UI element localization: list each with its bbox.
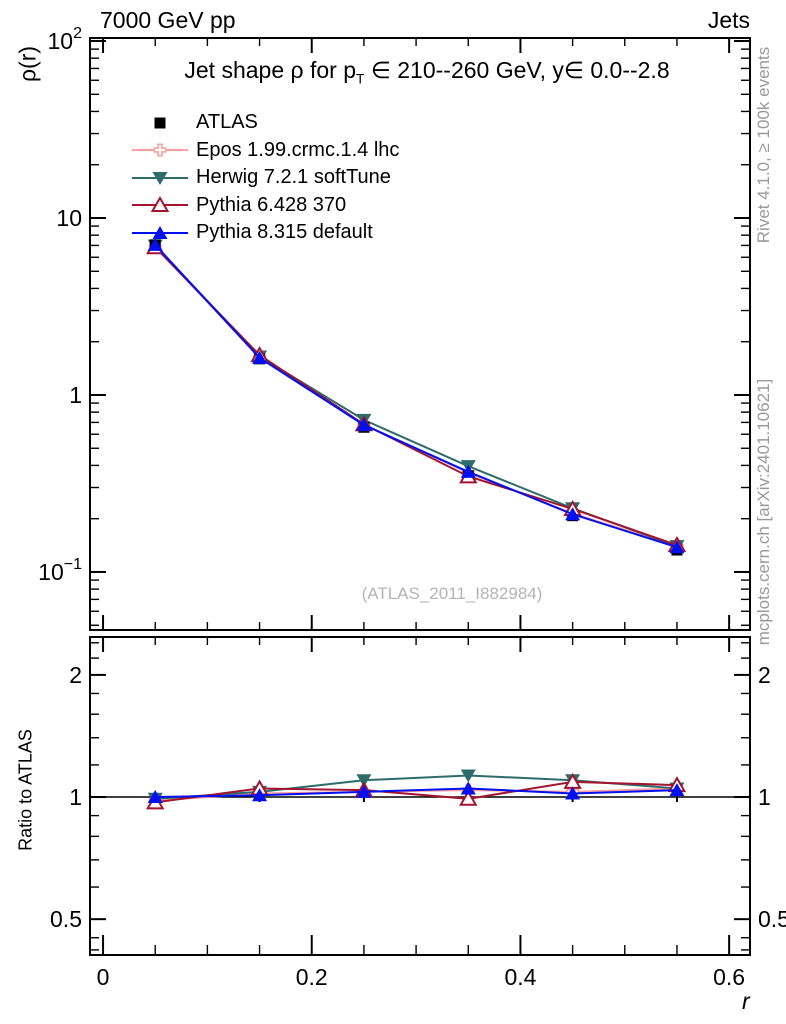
ratio-y-tick-label-right: 2 — [758, 662, 771, 688]
plot-title: Jet shape ρ for pT ∈ 210--260 GeV, y∈ 0.… — [184, 57, 669, 87]
tri-down-marker-icon — [460, 769, 476, 783]
ratio-y-tick-label-left: 0.5 — [50, 906, 82, 932]
plot-title-sub: T — [356, 71, 365, 87]
epos-legend-marker — [132, 143, 188, 157]
herwig-legend-marker — [132, 171, 188, 185]
ratio-y-axis-label: Ratio to ATLAS — [15, 729, 36, 851]
main-y-tick-label: 102 — [48, 25, 83, 54]
plot-title-post: ∈ 210--260 GeV, y∈ 0.0--2.8 — [364, 57, 670, 83]
analysis-id-watermark: (ATLAS_2011_I882984) — [361, 584, 543, 603]
main-y-axis-label: ρ(r) — [14, 45, 41, 83]
legend-label-herwig: Herwig 7.2.1 softTune — [196, 166, 391, 189]
mcplots-arxiv-note: mcplots.cern.ch [arXiv:2401.10621] — [754, 378, 773, 646]
main-y-tick-label: 10−1 — [38, 556, 82, 585]
tri-up-marker-icon — [356, 417, 372, 431]
x-axis-label: r — [742, 988, 750, 1014]
ratio-y-tick-label-right: 0.5 — [758, 906, 786, 932]
legend-label-pythia8: Pythia 8.315 default — [196, 221, 373, 244]
pythia8-legend-marker — [132, 225, 188, 239]
beam-energy-label: 7000 GeV pp — [100, 7, 236, 33]
x-tick-label: 0 — [97, 964, 110, 990]
tri-up-marker-icon — [669, 540, 685, 554]
ratio-panel-frame — [89, 636, 751, 956]
pythia6-legend-marker — [132, 196, 188, 213]
ratio-y-tick-label-left: 2 — [69, 662, 82, 688]
tri-up-marker-icon — [147, 790, 163, 804]
legend-item-epos: Epos 1.99.crmc.1.4 lhc — [131, 137, 399, 165]
legend-item-pythia6: Pythia 6.428 370 — [131, 192, 399, 220]
tri-up-marker-icon — [252, 350, 268, 364]
legend-label-epos: Epos 1.99.crmc.1.4 lhc — [196, 138, 400, 161]
main-y-tick-label: 1 — [69, 382, 82, 408]
ratio-y-tick-label-right: 1 — [758, 784, 771, 810]
square-marker-icon — [154, 117, 166, 129]
tri-up-marker-icon — [152, 225, 168, 239]
analysis-group-label: Jets — [707, 7, 750, 33]
tri-up-marker-icon — [147, 237, 163, 251]
tri-up-open-marker-icon — [459, 789, 478, 806]
atlas-legend-marker — [154, 117, 166, 129]
plot-title-pre: Jet shape ρ for p — [184, 57, 357, 83]
legend-item-atlas: ATLAS — [131, 109, 399, 137]
legend: ATLAS Epos 1.99.crmc.1.4 lhc Herwig 7.2.1 … — [131, 109, 399, 247]
legend-item-herwig: Herwig 7.2.1 softTune — [131, 164, 399, 192]
tri-down-marker-icon — [152, 171, 168, 185]
tri-up-open-marker-icon — [150, 196, 170, 213]
tri-up-marker-icon — [356, 784, 372, 798]
tri-up-marker-icon — [460, 464, 476, 478]
main-y-tick-label: 10 — [56, 205, 82, 231]
series-pythia8 — [147, 237, 685, 804]
tri-up-marker-icon — [565, 786, 581, 800]
x-tick-label: 0.4 — [504, 964, 536, 990]
rivet-version-note: Rivet 4.1.0, ≥ 100k events — [754, 46, 773, 244]
legend-item-pythia8: Pythia 8.315 default — [131, 219, 399, 247]
tri-up-marker-icon — [252, 788, 268, 802]
x-tick-label: 0.6 — [713, 964, 745, 990]
main-panel-frame — [89, 37, 751, 631]
tri-down-marker-icon — [356, 774, 372, 788]
tri-up-marker-icon — [669, 783, 685, 797]
tri-up-marker-icon — [565, 507, 581, 521]
tri-up-marker-icon — [460, 781, 476, 795]
ratio-y-tick-label-left: 1 — [69, 784, 82, 810]
plus-open-marker-icon — [153, 143, 167, 157]
legend-label-pythia6: Pythia 6.428 370 — [196, 193, 347, 216]
legend-label-atlas: ATLAS — [196, 111, 258, 134]
x-tick-label: 0.2 — [296, 964, 328, 990]
